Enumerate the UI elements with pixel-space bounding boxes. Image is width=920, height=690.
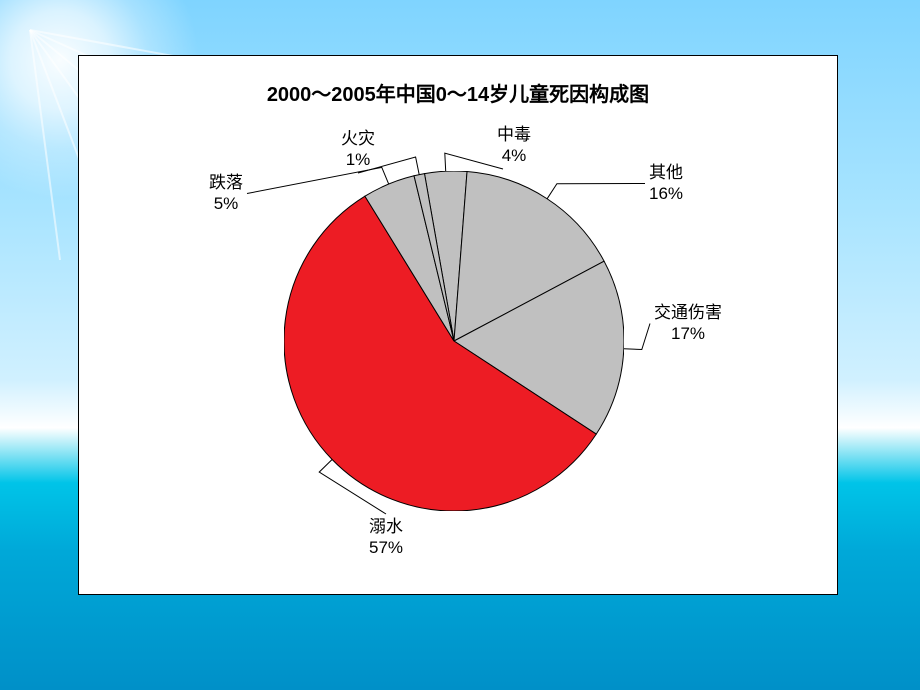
- label-fire: 火灾: [341, 129, 375, 148]
- callout-fall: 跌落 5%: [209, 172, 243, 215]
- scene-background: 2000～2005年中国0～14岁儿童死因构成图 中毒 4% 其他 16% 交通…: [0, 0, 920, 690]
- pie-chart: [284, 171, 624, 511]
- pct-fire: 1%: [346, 150, 371, 169]
- chart-title: 2000～2005年中国0～14岁儿童死因构成图: [79, 78, 837, 107]
- label-traffic: 交通伤害: [654, 303, 722, 322]
- label-drowning: 溺水: [369, 517, 403, 536]
- leader-traffic: [624, 324, 650, 350]
- label-poisoning: 中毒: [497, 125, 531, 144]
- label-other: 其他: [649, 163, 683, 182]
- callout-other: 其他 16%: [649, 162, 683, 205]
- pct-traffic: 17%: [671, 324, 705, 343]
- pct-fall: 5%: [214, 194, 239, 213]
- label-fall: 跌落: [209, 173, 243, 192]
- callout-fire: 火灾 1%: [341, 128, 375, 171]
- leader-poisoning: [445, 153, 503, 171]
- pct-poisoning: 4%: [502, 146, 527, 165]
- callout-traffic: 交通伤害 17%: [654, 302, 722, 345]
- callout-drowning: 溺水 57%: [369, 516, 403, 559]
- pct-other: 16%: [649, 184, 683, 203]
- callout-poisoning: 中毒 4%: [497, 124, 531, 167]
- pct-drowning: 57%: [369, 538, 403, 557]
- chart-card: 2000～2005年中国0～14岁儿童死因构成图 中毒 4% 其他 16% 交通…: [78, 55, 838, 595]
